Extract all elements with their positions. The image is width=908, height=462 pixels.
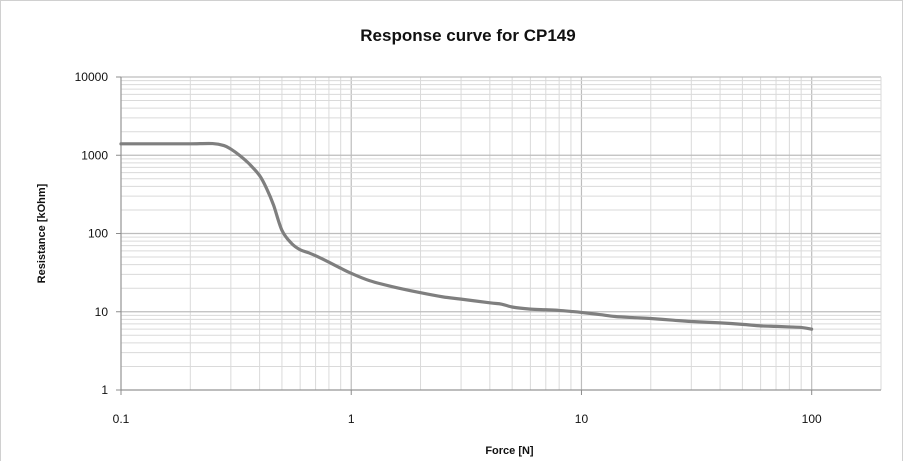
x-tick-label: 1 xyxy=(348,412,355,426)
y-axis-label: Resistance [kOhm] xyxy=(36,183,48,283)
x-axis-label: Force [N] xyxy=(485,445,534,457)
y-tick-label: 10 xyxy=(95,305,109,319)
y-tick-label: 1000 xyxy=(81,148,108,162)
x-tick-label: 0.1 xyxy=(113,412,130,426)
x-tick-label: 100 xyxy=(802,412,822,426)
gridlines xyxy=(116,76,882,395)
y-tick-label: 10000 xyxy=(75,70,109,84)
y-tick-label: 1 xyxy=(101,383,108,397)
x-tick-label: 10 xyxy=(575,412,589,426)
response-curve-line xyxy=(119,141,814,331)
chart-title: Response curve for CP149 xyxy=(360,26,575,45)
series-group xyxy=(119,141,814,331)
tick-labels: 1 10 100 1000 10000 0.1 1 10 100 xyxy=(75,70,822,426)
y-tick-label: 100 xyxy=(88,227,108,241)
